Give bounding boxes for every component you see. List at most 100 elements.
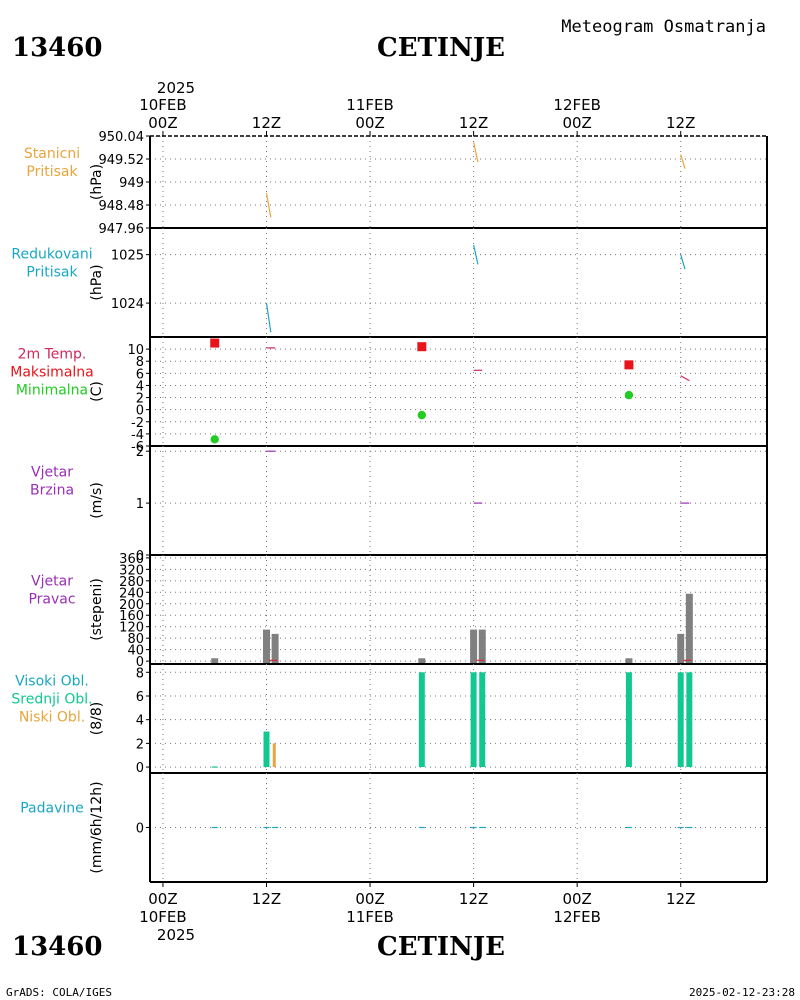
time-tick-label-bottom: 12Z (666, 890, 695, 908)
y-tick-label: 1025 (111, 249, 144, 264)
plot-area-temperature (150, 337, 767, 446)
unit-label: (stepeni) (89, 578, 105, 641)
series-segment (265, 303, 272, 333)
top-date-labels: 10FEB 11FEB 12FEB (139, 96, 601, 114)
y-tick-label: -4 (131, 428, 144, 443)
max-temp-point (417, 342, 427, 352)
time-tick-label-bottom: 12Z (459, 890, 488, 908)
time-tick-label-top: 00Z (355, 114, 384, 132)
series-segment (473, 142, 479, 163)
y-tick-label: 280 (119, 575, 144, 590)
plot-area-wind_speed (150, 446, 767, 555)
max-temp-point (624, 360, 634, 370)
panel-station_pressure: 950.04 949.52 949 948.48 947.96 (hPa) Stanicni… (24, 130, 768, 237)
cloud-mid-bar (470, 672, 477, 768)
plot-area-clouds (150, 664, 767, 773)
panel-label: Minimalna (16, 383, 88, 399)
y-tick-label: 950.04 (99, 130, 145, 145)
y-tick-label: 1024 (111, 297, 144, 312)
station-name-bottom: CETINJE (377, 932, 505, 962)
date-label-top: 12FEB (553, 96, 600, 114)
series-segment (473, 244, 479, 265)
product-title: Meteogram Osmatranja (561, 17, 766, 37)
station-name-top: CETINJE (377, 33, 505, 63)
direction-bar (478, 629, 486, 664)
direction-bar (418, 658, 426, 664)
year-label-top: 2025 (157, 79, 195, 97)
y-tick-label: 2 (136, 445, 144, 460)
direction-bar (677, 633, 685, 664)
cloud-mid-bar (418, 672, 425, 768)
plot-area-station_pressure (150, 136, 767, 228)
unit-label: (hPa) (89, 164, 105, 200)
direction-bar (211, 658, 219, 664)
unit-label: (hPa) (89, 264, 105, 300)
plot-area-wind_direction (150, 555, 767, 664)
y-tick-label: 949.52 (99, 153, 145, 168)
series-segment (265, 192, 272, 218)
time-tick-label-top: 00Z (562, 114, 591, 132)
y-tick-label: 200 (119, 598, 144, 613)
timestamp-label: 2025-02-12-23:28 (689, 986, 795, 999)
panel-label: Maksimalna (10, 365, 94, 381)
direction-bar (625, 658, 633, 664)
cloud-mid-bar (479, 672, 486, 768)
min-temp-point (210, 435, 219, 444)
direction-bar (685, 593, 693, 664)
y-tick-label: 0 (136, 822, 144, 837)
y-tick-label: -6 (131, 440, 144, 455)
unit-label: (8/8) (89, 702, 105, 735)
time-tick-label-top: 12Z (666, 114, 695, 132)
bottom-date-labels: 10FEB 11FEB 12FEB (139, 908, 601, 926)
y-tick-label: 8 (136, 666, 144, 681)
y-tick-label: -2 (131, 416, 144, 431)
y-tick-label: 949 (119, 176, 144, 191)
panel-clouds: 8 6 4 2 0 (8/8)Visoki Obl. Srednji Obl. Niski O… (11, 664, 768, 776)
y-tick-label: 6 (136, 690, 144, 705)
y-tick-label: 0 (136, 549, 144, 564)
y-tick-label: 0 (136, 761, 144, 776)
panel-label: Pritisak (26, 164, 78, 180)
y-tick-label: 2 (136, 737, 144, 752)
station-id-bottom: 13460 (12, 932, 102, 962)
cloud-mid-bar (677, 672, 684, 768)
panel-reduced_pressure: 1025 1024 (hPa)Redukovani Pritisak (11, 228, 768, 338)
min-temp-point (624, 390, 634, 400)
direction-bar (470, 629, 478, 664)
date-label-bottom: 11FEB (346, 908, 393, 926)
y-tick-label: 80 (127, 632, 144, 647)
date-label-top: 10FEB (139, 96, 186, 114)
panel-label: Vjetar (31, 574, 73, 590)
station-id-top: 13460 (12, 33, 102, 63)
time-tick-label-top: 00Z (148, 114, 177, 132)
y-tick-label: 10 (127, 343, 144, 358)
y-tick-label: 0 (136, 655, 144, 670)
panel-label: Pritisak (26, 265, 78, 281)
time-tick-label-top: 12Z (252, 114, 281, 132)
y-tick-label: 320 (119, 563, 144, 578)
panel-label: Stanicni (24, 146, 80, 162)
bottom-tick-labels: 00Z 12Z 00Z 12Z 00Z 12Z (148, 890, 695, 908)
y-tick-label: 160 (119, 609, 144, 624)
y-tick-label: 360 (119, 552, 144, 567)
y-tick-label: 0 (136, 404, 144, 419)
temp-segment (680, 375, 690, 382)
panel-label: Srednji Obl. (11, 692, 92, 708)
top-tick-labels: 00Z 12Z 00Z 12Z 00Z 12Z (148, 114, 695, 132)
y-tick-label: 4 (136, 714, 144, 729)
direction-bar (262, 629, 270, 664)
cloud-low-bar (272, 743, 276, 768)
panel-precipitation: 0 (mm/6h/12h) Padavine (20, 773, 768, 887)
panel-label: Padavine (20, 801, 84, 817)
y-tick-label: 2 (136, 392, 144, 407)
panel-label: Niski Obl. (19, 710, 85, 726)
date-label-top: 11FEB (346, 96, 393, 114)
panel-label: Vjetar (31, 465, 73, 481)
y-tick-label: 6 (136, 367, 144, 382)
series-segment (680, 154, 686, 169)
panel-label: 2m Temp. (18, 347, 87, 363)
y-tick-label: 8 (136, 355, 144, 370)
y-tick-label: 1 (136, 497, 144, 512)
min-temp-point (417, 410, 427, 420)
y-tick-label: 947.96 (99, 222, 145, 237)
